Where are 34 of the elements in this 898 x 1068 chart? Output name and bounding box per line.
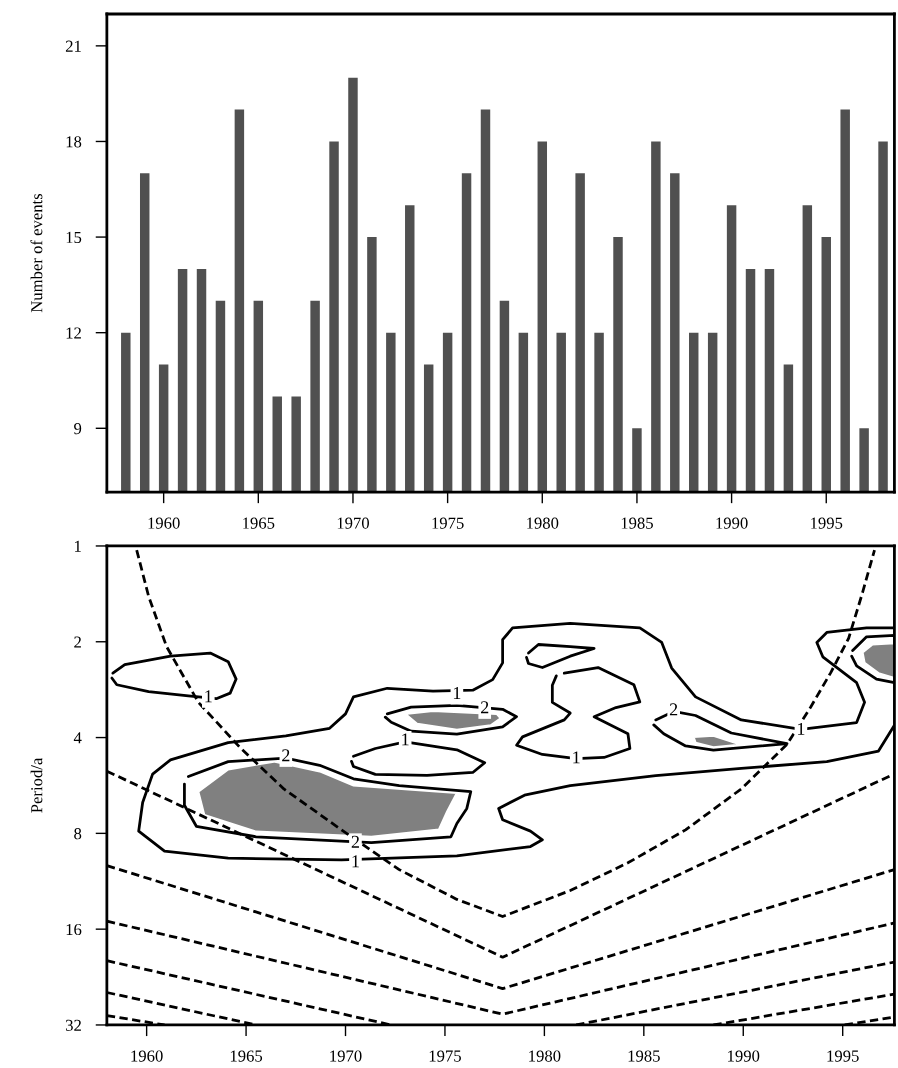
annotation: 2	[481, 701, 489, 714]
y-axis-title: Period/a	[30, 757, 43, 813]
x-tick-label: 1960	[131, 1050, 163, 1062]
y-tick-label: 21	[65, 40, 81, 52]
y-tick-label: 32	[65, 1019, 81, 1031]
y-tick-label: 12	[66, 327, 81, 339]
x-tick-label: 1990	[716, 517, 748, 529]
x-tick-label: 1970	[337, 517, 369, 529]
x-tick-label: 1975	[429, 1050, 461, 1062]
y-tick-label: 1	[74, 540, 81, 552]
x-tick-label: 1995	[827, 1050, 859, 1062]
annotation: 1	[205, 690, 212, 703]
x-tick-label: 1985	[621, 517, 653, 529]
y-tick-label: 18	[66, 136, 82, 148]
y-tick-label: 16	[66, 923, 82, 936]
x-tick-label: 1965	[230, 1050, 263, 1062]
x-tick-label: 1995	[811, 517, 843, 529]
y-axis-title: Number of events	[30, 193, 43, 313]
annotation: 1	[453, 686, 461, 699]
x-tick-label: 1970	[330, 1050, 362, 1062]
x-tick-label: 1960	[148, 517, 180, 529]
y-tick-label: 2	[74, 636, 81, 648]
x-tick-label: 1975	[432, 517, 464, 529]
y-tick-label: 15	[66, 231, 82, 244]
annotation: 2	[351, 835, 359, 848]
annotation: 1	[352, 855, 359, 868]
x-tick-label: 1990	[728, 1050, 760, 1062]
x-tick-label: 1980	[529, 1050, 561, 1062]
y-tick-label: 8	[74, 828, 82, 840]
y-tick-label: 9	[74, 423, 82, 435]
x-tick-label: 1965	[243, 517, 275, 529]
x-tick-label: 1980	[527, 517, 559, 529]
x-tick-label: 1985	[628, 1050, 660, 1062]
y-tick-label: 4	[73, 732, 82, 744]
